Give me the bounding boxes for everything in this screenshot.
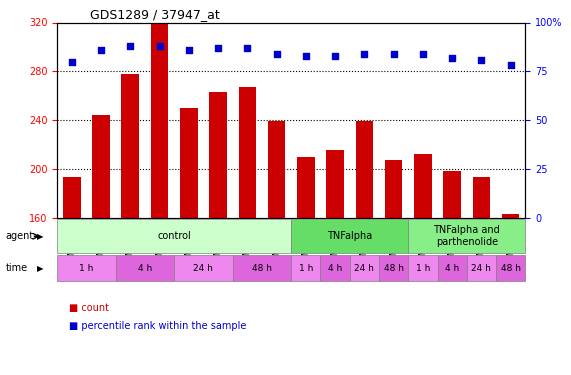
Point [448, 55, 457, 61]
Text: ■ count: ■ count [69, 303, 108, 312]
Bar [414, 154, 432, 218]
Bar [327, 150, 344, 217]
Point [214, 45, 223, 51]
Text: ▶: ▶ [37, 264, 43, 273]
Text: TNFalpha: TNFalpha [327, 231, 372, 241]
Point [360, 51, 369, 57]
Bar [93, 115, 110, 218]
Point [419, 51, 428, 57]
Text: 24 h: 24 h [472, 264, 492, 273]
Point [155, 43, 164, 49]
Bar [356, 121, 373, 218]
Bar [180, 108, 198, 218]
Point [272, 51, 281, 57]
Bar [239, 87, 256, 218]
Text: 48 h: 48 h [501, 264, 521, 273]
Point [331, 53, 340, 58]
Text: 1 h: 1 h [299, 264, 313, 273]
Text: 4 h: 4 h [445, 264, 459, 273]
Text: GDS1289 / 37947_at: GDS1289 / 37947_at [90, 8, 220, 21]
Bar [473, 177, 490, 218]
Point [301, 53, 311, 58]
Text: control: control [157, 231, 191, 241]
Bar [122, 74, 139, 217]
Point [96, 47, 106, 53]
Text: 48 h: 48 h [384, 264, 404, 273]
Text: 1 h: 1 h [79, 264, 94, 273]
Text: 48 h: 48 h [252, 264, 272, 273]
Text: TNFalpha and
parthenolide: TNFalpha and parthenolide [433, 225, 500, 247]
Text: 24 h: 24 h [194, 264, 214, 273]
Point [389, 51, 398, 57]
Text: 4 h: 4 h [328, 264, 342, 273]
Bar [444, 171, 461, 217]
Bar [63, 177, 81, 218]
Point [477, 57, 486, 63]
Text: ■ percentile rank within the sample: ■ percentile rank within the sample [69, 321, 246, 331]
Point [184, 47, 194, 53]
Bar [297, 157, 315, 218]
Point [67, 58, 77, 64]
Bar [502, 214, 520, 217]
Text: ▶: ▶ [37, 232, 43, 241]
Bar [385, 160, 403, 218]
Point [126, 43, 135, 49]
Text: time: time [6, 263, 28, 273]
Bar [151, 22, 168, 218]
Bar [268, 121, 286, 218]
Text: 4 h: 4 h [138, 264, 152, 273]
Bar [209, 92, 227, 218]
Text: 24 h: 24 h [355, 264, 375, 273]
Point [243, 45, 252, 51]
Text: agent: agent [6, 231, 34, 241]
Text: 1 h: 1 h [416, 264, 430, 273]
Point [506, 62, 515, 68]
